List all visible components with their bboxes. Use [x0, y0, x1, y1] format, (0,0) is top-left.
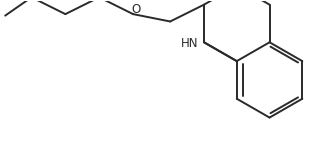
- Text: HN: HN: [181, 37, 198, 50]
- Text: O: O: [131, 3, 140, 16]
